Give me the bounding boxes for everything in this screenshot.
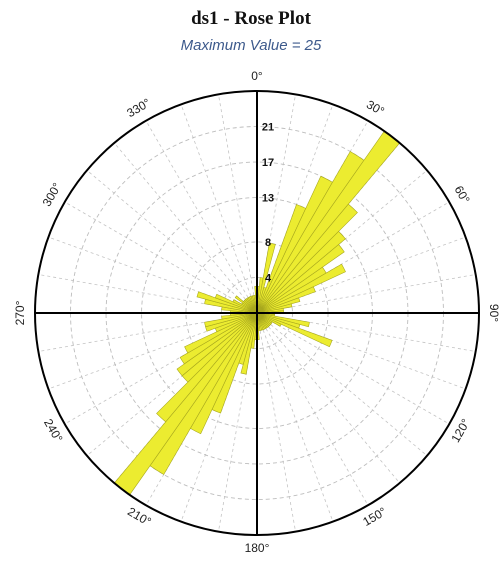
ring-label-4: 4 xyxy=(265,272,272,284)
angle-label-300: 300° xyxy=(40,180,65,209)
rose-petal-65 xyxy=(256,286,316,314)
grid-spoke xyxy=(113,142,258,314)
grid-spoke xyxy=(145,120,258,314)
grid-spoke xyxy=(256,312,401,484)
rose-petal-215 xyxy=(113,312,258,496)
rose-petal-235 xyxy=(179,312,258,365)
rose-petal-220 xyxy=(156,312,258,423)
angle-label-90: 90° xyxy=(487,304,501,322)
angle-label-60: 60° xyxy=(451,183,472,206)
rose-petal-35 xyxy=(256,130,401,314)
angle-label-30: 30° xyxy=(364,97,387,118)
rose-petal-260 xyxy=(221,312,258,320)
rose-petal-255 xyxy=(204,312,258,328)
chart-subtitle: Maximum Value = 25 xyxy=(181,37,322,54)
ring-label-21: 21 xyxy=(262,122,274,134)
ring-label-13: 13 xyxy=(262,193,274,205)
rose-petal-70 xyxy=(256,297,301,314)
grid-spoke xyxy=(256,312,369,506)
grid-spoke xyxy=(64,201,258,314)
rose-petal-45 xyxy=(256,230,346,314)
rose-petal-75 xyxy=(256,303,293,314)
angle-label-330: 330° xyxy=(124,96,153,121)
grid-spoke xyxy=(86,169,258,314)
grid-spoke xyxy=(256,312,428,457)
ring-label-17: 17 xyxy=(262,157,274,169)
rose-petals xyxy=(113,130,401,496)
angle-label-0: 0° xyxy=(251,69,263,83)
rose-petal-210 xyxy=(149,312,258,475)
ring-labels: 4 8 13 17 21 xyxy=(262,122,274,285)
angle-label-270: 270° xyxy=(13,300,27,325)
grid-spoke xyxy=(256,312,334,522)
grid-spoke xyxy=(218,94,258,314)
rose-petal-60 xyxy=(256,263,346,314)
outer-circle xyxy=(34,90,480,536)
rose-petal-50 xyxy=(256,244,345,314)
grid-spoke xyxy=(256,312,296,532)
ring-label-8: 8 xyxy=(265,237,271,249)
grid-spoke xyxy=(256,312,450,425)
grid-spoke xyxy=(180,104,258,314)
rose-petal-40 xyxy=(256,203,358,314)
polar-axes xyxy=(34,90,480,536)
rose-petal-230 xyxy=(176,312,258,377)
rose-petal-240 xyxy=(184,312,258,354)
grid-spoke xyxy=(256,274,476,314)
chart-title: ds1 - Rose Plot xyxy=(191,8,311,29)
angle-label-180: 180° xyxy=(245,541,270,555)
